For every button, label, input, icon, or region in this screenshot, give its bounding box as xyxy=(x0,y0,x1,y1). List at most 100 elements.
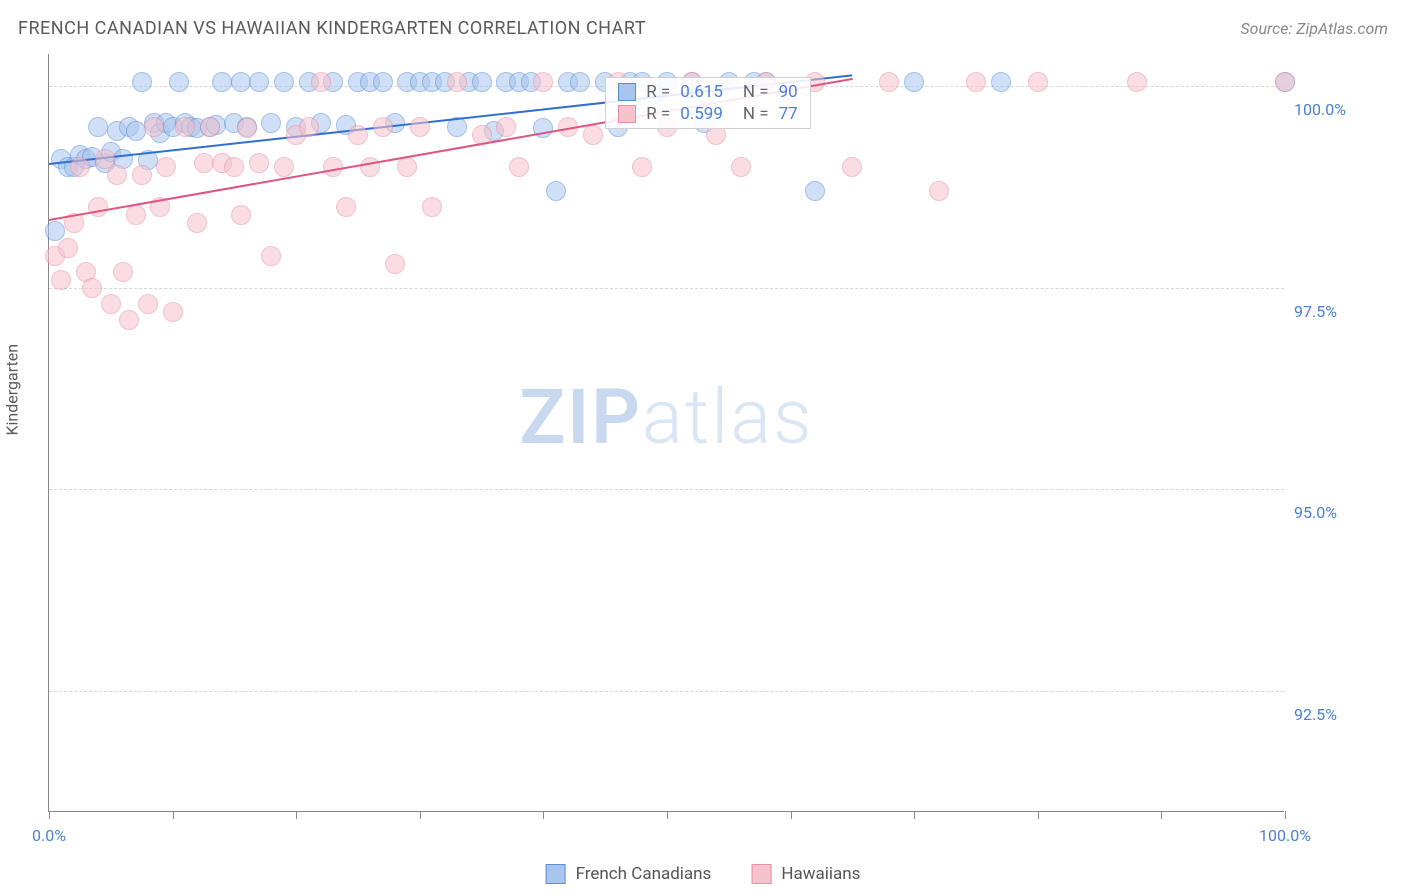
stats-row: R = 0.615 N = 90 xyxy=(618,82,798,102)
plot-area: ZIPatlas 92.5%95.0%97.5%100.0%0.0%100.0%… xyxy=(48,54,1284,812)
data-point xyxy=(397,157,417,177)
data-point xyxy=(156,157,176,177)
legend-item: Hawaiians xyxy=(751,864,860,884)
stats-n-value: 77 xyxy=(779,104,798,124)
x-tick xyxy=(296,811,297,819)
data-point xyxy=(509,157,529,177)
data-point xyxy=(113,262,133,282)
data-point xyxy=(360,157,380,177)
stats-n-label: N = xyxy=(743,104,769,124)
x-tick xyxy=(667,811,668,819)
data-point xyxy=(126,121,146,141)
data-point xyxy=(348,125,368,145)
stats-swatch xyxy=(618,83,636,101)
data-point xyxy=(533,72,553,92)
watermark-bold: ZIP xyxy=(519,372,642,462)
data-point xyxy=(373,72,393,92)
data-point xyxy=(58,238,78,258)
legend-label: French Canadians xyxy=(576,864,712,884)
data-point xyxy=(82,278,102,298)
legend-item: French Canadians xyxy=(546,864,712,884)
stats-box: R = 0.615 N = 90 R = 0.599 N = 77 xyxy=(605,77,811,129)
y-tick-label: 92.5% xyxy=(1294,705,1394,724)
data-point xyxy=(410,117,430,137)
x-tick xyxy=(791,811,792,819)
data-point xyxy=(385,254,405,274)
data-point xyxy=(194,153,214,173)
data-point xyxy=(187,213,207,233)
y-axis-label: Kindergarten xyxy=(3,344,22,436)
stats-r-label: R = xyxy=(646,104,670,124)
data-point xyxy=(546,181,566,201)
legend-swatch xyxy=(751,864,771,884)
stats-n-value: 90 xyxy=(779,82,798,102)
data-point xyxy=(274,72,294,92)
data-point xyxy=(570,72,590,92)
data-point xyxy=(51,270,71,290)
data-point xyxy=(583,125,603,145)
stats-swatch xyxy=(618,105,636,123)
legend-label: Hawaiians xyxy=(781,864,860,884)
data-point xyxy=(249,153,269,173)
stats-r-label: R = xyxy=(646,82,670,102)
data-point xyxy=(132,72,152,92)
data-point xyxy=(929,181,949,201)
stats-n-label: N = xyxy=(743,82,769,102)
source-label: Source: ZipAtlas.com xyxy=(1240,19,1388,38)
data-point xyxy=(496,117,516,137)
data-point xyxy=(200,117,220,137)
data-point xyxy=(119,310,139,330)
x-tick xyxy=(1161,811,1162,819)
x-tick xyxy=(1038,811,1039,819)
data-point xyxy=(274,157,294,177)
chart-title: FRENCH CANADIAN VS HAWAIIAN KINDERGARTEN… xyxy=(18,18,646,39)
data-point xyxy=(163,302,183,322)
data-point xyxy=(966,72,986,92)
x-tick xyxy=(543,811,544,819)
data-point xyxy=(991,72,1011,92)
data-point xyxy=(224,157,244,177)
data-point xyxy=(70,157,90,177)
data-point xyxy=(879,72,899,92)
data-point xyxy=(231,72,251,92)
y-tick-label: 100.0% xyxy=(1294,100,1394,119)
data-point xyxy=(237,118,257,138)
stats-r-value: 0.615 xyxy=(680,82,723,102)
data-point xyxy=(299,117,319,137)
gridline xyxy=(49,288,1284,289)
data-point xyxy=(842,157,862,177)
data-point xyxy=(212,72,232,92)
data-point xyxy=(107,165,127,185)
data-point xyxy=(101,294,121,314)
data-point xyxy=(1275,72,1295,92)
watermark: ZIPatlas xyxy=(519,372,813,462)
legend: French Canadians Hawaiians xyxy=(546,864,861,884)
data-point xyxy=(1127,72,1147,92)
data-point xyxy=(88,117,108,137)
x-tick xyxy=(914,811,915,819)
stats-r-value: 0.599 xyxy=(680,104,723,124)
data-point xyxy=(1028,72,1048,92)
data-point xyxy=(422,197,442,217)
x-tick xyxy=(1285,811,1286,819)
data-point xyxy=(632,157,652,177)
watermark-light: atlas xyxy=(642,372,814,462)
data-point xyxy=(311,72,331,92)
y-tick-label: 97.5% xyxy=(1294,302,1394,321)
data-point xyxy=(249,72,269,92)
data-point xyxy=(447,72,467,92)
x-tick-label: 100.0% xyxy=(1259,826,1311,845)
legend-swatch xyxy=(546,864,566,884)
data-point xyxy=(169,72,189,92)
data-point xyxy=(88,197,108,217)
data-point xyxy=(132,165,152,185)
data-point xyxy=(731,157,751,177)
x-tick xyxy=(420,811,421,819)
x-tick xyxy=(173,811,174,819)
data-point xyxy=(336,197,356,217)
data-point xyxy=(175,117,195,137)
data-point xyxy=(231,205,251,225)
data-point xyxy=(144,117,164,137)
data-point xyxy=(138,294,158,314)
gridline xyxy=(49,489,1284,490)
